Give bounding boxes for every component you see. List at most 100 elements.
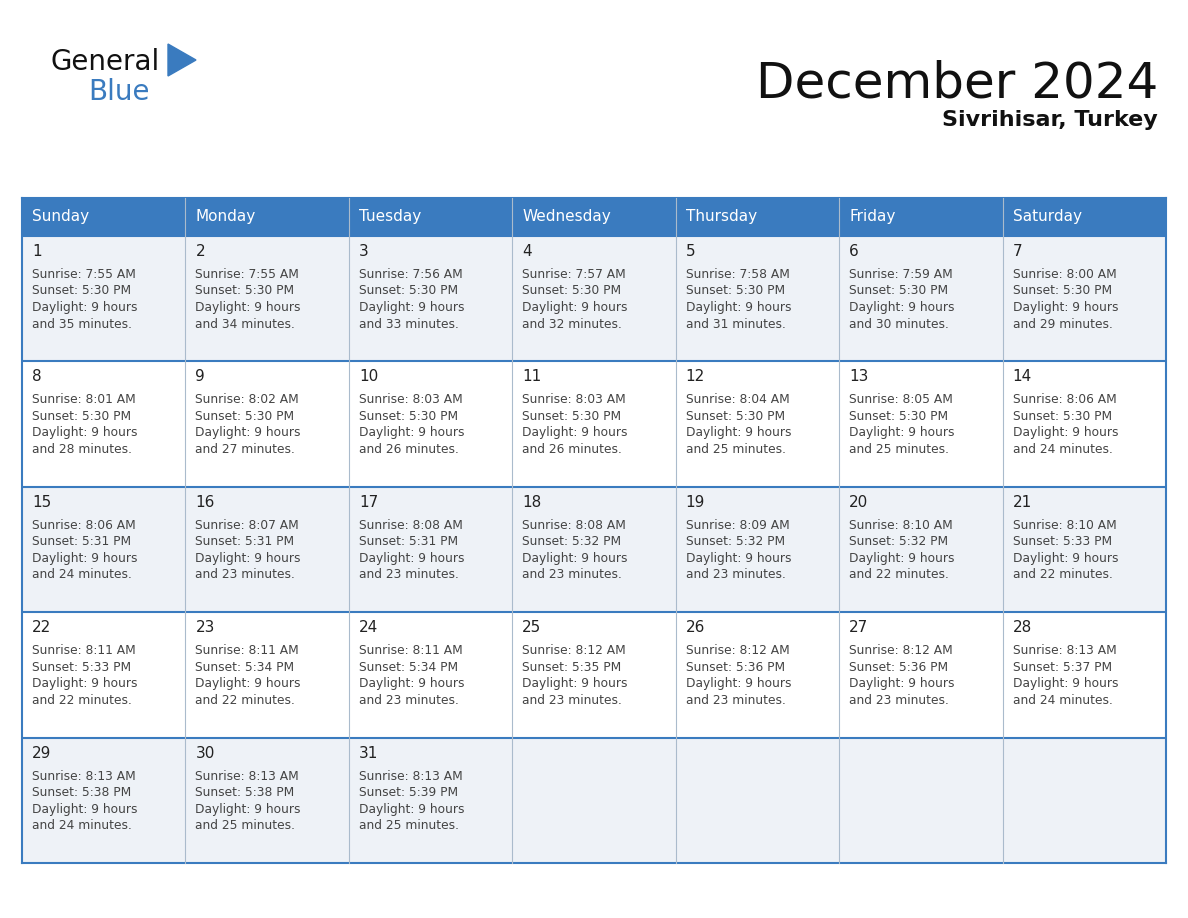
Text: Daylight: 9 hours: Daylight: 9 hours — [359, 552, 465, 565]
Text: 26: 26 — [685, 621, 706, 635]
Bar — [676, 612, 839, 737]
Text: Sunset: 5:30 PM: Sunset: 5:30 PM — [523, 285, 621, 297]
Text: General: General — [50, 48, 159, 76]
Bar — [23, 737, 185, 863]
Text: and 26 minutes.: and 26 minutes. — [359, 442, 459, 456]
Text: 19: 19 — [685, 495, 706, 509]
Text: Daylight: 9 hours: Daylight: 9 hours — [849, 301, 955, 314]
Text: 13: 13 — [849, 369, 868, 385]
Text: Daylight: 9 hours: Daylight: 9 hours — [685, 677, 791, 690]
Text: Daylight: 9 hours: Daylight: 9 hours — [685, 301, 791, 314]
Text: Sunrise: 8:13 AM: Sunrise: 8:13 AM — [359, 769, 462, 783]
Text: Sunrise: 8:12 AM: Sunrise: 8:12 AM — [849, 644, 953, 657]
Text: 9: 9 — [196, 369, 206, 385]
Text: Sunset: 5:36 PM: Sunset: 5:36 PM — [849, 661, 948, 674]
Text: and 23 minutes.: and 23 minutes. — [523, 694, 623, 707]
Text: Daylight: 9 hours: Daylight: 9 hours — [685, 426, 791, 440]
Text: December 2024: December 2024 — [756, 60, 1158, 108]
Text: and 25 minutes.: and 25 minutes. — [196, 819, 296, 832]
Text: Sunrise: 8:13 AM: Sunrise: 8:13 AM — [196, 769, 299, 783]
Text: Daylight: 9 hours: Daylight: 9 hours — [523, 301, 627, 314]
Bar — [185, 362, 349, 487]
Bar — [185, 487, 349, 612]
Bar — [676, 236, 839, 362]
Bar — [349, 737, 512, 863]
Bar — [839, 737, 1003, 863]
Text: 17: 17 — [359, 495, 378, 509]
Text: 8: 8 — [32, 369, 42, 385]
Text: Sunrise: 7:56 AM: Sunrise: 7:56 AM — [359, 268, 462, 281]
Text: 4: 4 — [523, 244, 532, 259]
Text: and 24 minutes.: and 24 minutes. — [32, 568, 132, 581]
Text: Sunrise: 8:00 AM: Sunrise: 8:00 AM — [1012, 268, 1117, 281]
Text: Sunset: 5:30 PM: Sunset: 5:30 PM — [685, 410, 785, 423]
Text: Sunset: 5:30 PM: Sunset: 5:30 PM — [359, 285, 459, 297]
Text: and 25 minutes.: and 25 minutes. — [849, 442, 949, 456]
Text: Sunset: 5:32 PM: Sunset: 5:32 PM — [685, 535, 785, 548]
Text: Sunset: 5:39 PM: Sunset: 5:39 PM — [359, 786, 459, 799]
Bar — [1003, 612, 1165, 737]
Text: Daylight: 9 hours: Daylight: 9 hours — [32, 426, 138, 440]
Text: Sunrise: 8:12 AM: Sunrise: 8:12 AM — [685, 644, 790, 657]
Text: 18: 18 — [523, 495, 542, 509]
Text: and 31 minutes.: and 31 minutes. — [685, 318, 785, 330]
Text: Sunrise: 7:59 AM: Sunrise: 7:59 AM — [849, 268, 953, 281]
Text: and 32 minutes.: and 32 minutes. — [523, 318, 623, 330]
Text: and 22 minutes.: and 22 minutes. — [849, 568, 949, 581]
Text: 15: 15 — [32, 495, 51, 509]
Text: Daylight: 9 hours: Daylight: 9 hours — [196, 426, 301, 440]
Text: Sunrise: 8:11 AM: Sunrise: 8:11 AM — [359, 644, 462, 657]
Text: 11: 11 — [523, 369, 542, 385]
Text: Daylight: 9 hours: Daylight: 9 hours — [32, 677, 138, 690]
Bar — [512, 198, 676, 236]
Bar — [23, 236, 185, 362]
Text: and 24 minutes.: and 24 minutes. — [1012, 694, 1112, 707]
Text: Sunset: 5:30 PM: Sunset: 5:30 PM — [1012, 410, 1112, 423]
Text: Sunset: 5:31 PM: Sunset: 5:31 PM — [32, 535, 131, 548]
Text: 21: 21 — [1012, 495, 1032, 509]
Text: Sunset: 5:31 PM: Sunset: 5:31 PM — [359, 535, 459, 548]
Text: Sunrise: 8:13 AM: Sunrise: 8:13 AM — [1012, 644, 1117, 657]
Text: Wednesday: Wednesday — [523, 209, 611, 225]
Text: Sunset: 5:31 PM: Sunset: 5:31 PM — [196, 535, 295, 548]
Text: and 26 minutes.: and 26 minutes. — [523, 442, 623, 456]
Text: and 23 minutes.: and 23 minutes. — [685, 568, 785, 581]
Bar — [185, 737, 349, 863]
Text: Sivrihisar, Turkey: Sivrihisar, Turkey — [942, 110, 1158, 130]
Text: Sunset: 5:34 PM: Sunset: 5:34 PM — [196, 661, 295, 674]
Text: Sunset: 5:30 PM: Sunset: 5:30 PM — [849, 410, 948, 423]
Text: and 28 minutes.: and 28 minutes. — [32, 442, 132, 456]
Text: Daylight: 9 hours: Daylight: 9 hours — [1012, 426, 1118, 440]
Text: 20: 20 — [849, 495, 868, 509]
Text: Sunrise: 7:55 AM: Sunrise: 7:55 AM — [32, 268, 135, 281]
Text: 24: 24 — [359, 621, 378, 635]
Text: Sunset: 5:30 PM: Sunset: 5:30 PM — [32, 285, 131, 297]
Text: Thursday: Thursday — [685, 209, 757, 225]
Text: Sunrise: 8:12 AM: Sunrise: 8:12 AM — [523, 644, 626, 657]
Text: 30: 30 — [196, 745, 215, 761]
Text: 16: 16 — [196, 495, 215, 509]
Bar — [185, 198, 349, 236]
Bar — [512, 487, 676, 612]
Text: and 24 minutes.: and 24 minutes. — [32, 819, 132, 832]
Bar — [1003, 487, 1165, 612]
Text: Sunset: 5:30 PM: Sunset: 5:30 PM — [196, 410, 295, 423]
Bar — [1003, 236, 1165, 362]
Bar — [839, 362, 1003, 487]
Text: Sunset: 5:30 PM: Sunset: 5:30 PM — [685, 285, 785, 297]
Bar — [676, 487, 839, 612]
Text: and 27 minutes.: and 27 minutes. — [196, 442, 296, 456]
Text: Sunrise: 7:55 AM: Sunrise: 7:55 AM — [196, 268, 299, 281]
Text: Sunset: 5:37 PM: Sunset: 5:37 PM — [1012, 661, 1112, 674]
Text: Sunrise: 8:10 AM: Sunrise: 8:10 AM — [849, 519, 953, 532]
Bar — [839, 487, 1003, 612]
Text: 5: 5 — [685, 244, 695, 259]
Text: Sunrise: 8:11 AM: Sunrise: 8:11 AM — [32, 644, 135, 657]
Bar — [23, 362, 185, 487]
Text: 25: 25 — [523, 621, 542, 635]
Text: 29: 29 — [32, 745, 51, 761]
Text: Daylight: 9 hours: Daylight: 9 hours — [523, 426, 627, 440]
Text: Daylight: 9 hours: Daylight: 9 hours — [685, 552, 791, 565]
Bar — [185, 612, 349, 737]
Text: Daylight: 9 hours: Daylight: 9 hours — [1012, 552, 1118, 565]
